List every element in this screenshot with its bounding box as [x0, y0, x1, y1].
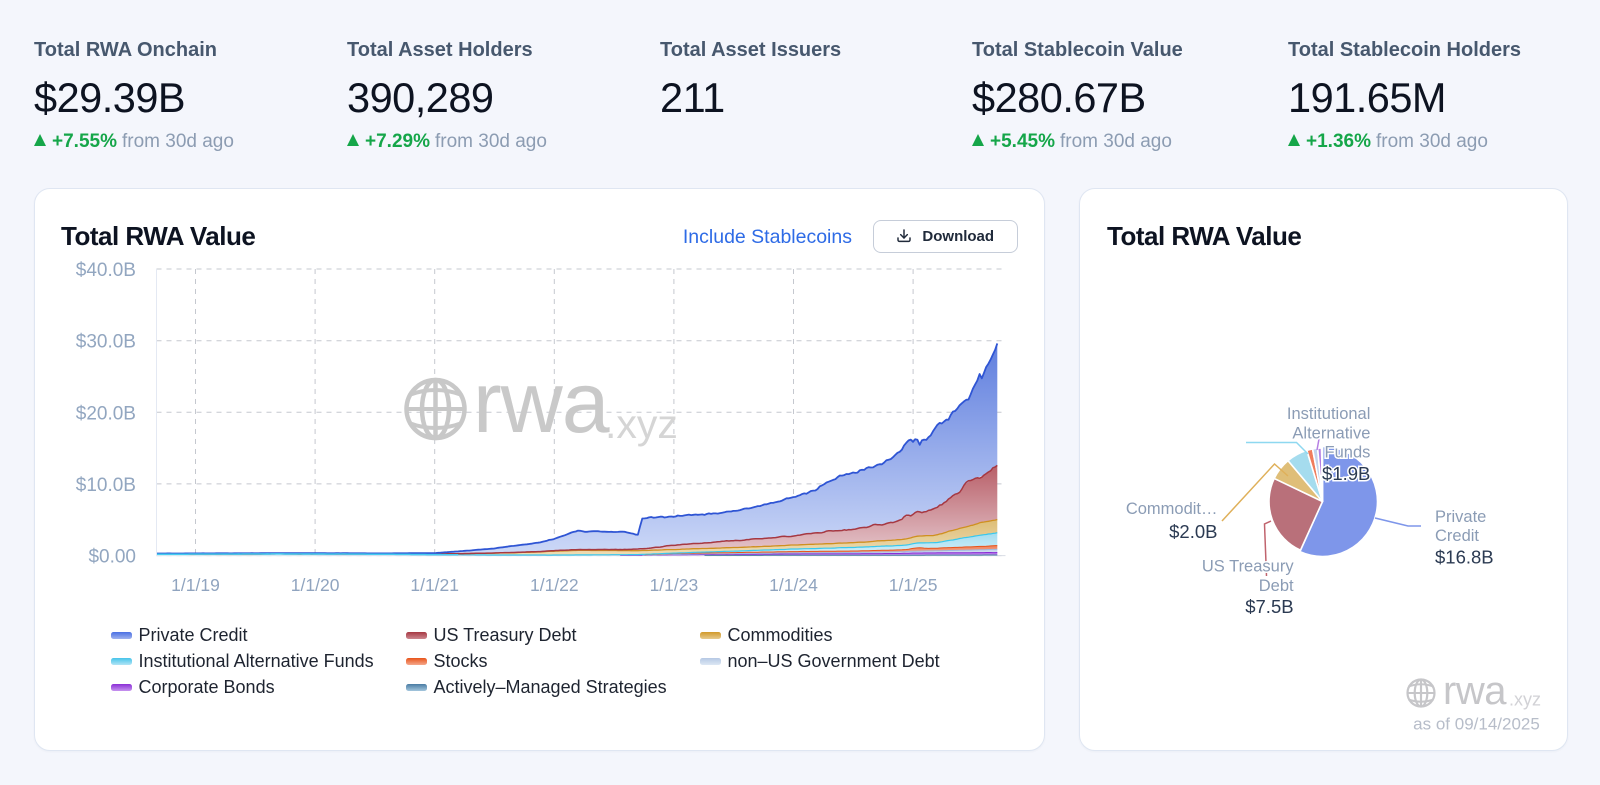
svg-text:1/1/25: 1/1/25: [888, 575, 937, 595]
svg-text:$10.0B: $10.0B: [75, 475, 135, 496]
svg-text:Debt: Debt: [1259, 577, 1294, 595]
svg-text:as of 09/14/2025: as of 09/14/2025: [1413, 715, 1540, 734]
svg-text:1/1/21: 1/1/21: [410, 575, 459, 595]
svg-text:rwa: rwa: [473, 355, 610, 451]
svg-text:$40.0B: $40.0B: [75, 260, 135, 281]
svg-text:1/1/22: 1/1/22: [529, 575, 578, 595]
svg-text:1/1/24: 1/1/24: [769, 575, 818, 595]
svg-text:Credit: Credit: [1435, 527, 1479, 545]
svg-text:$2.0B: $2.0B: [1169, 521, 1217, 542]
svg-text:.xyz: .xyz: [1509, 690, 1541, 710]
svg-text:Funds: Funds: [1325, 444, 1371, 462]
svg-text:$20.0B: $20.0B: [75, 403, 135, 424]
svg-text:1/1/23: 1/1/23: [649, 575, 698, 595]
svg-text:$30.0B: $30.0B: [75, 332, 135, 353]
svg-text:$16.8B: $16.8B: [1435, 547, 1494, 568]
svg-text:$7.5B: $7.5B: [1245, 596, 1293, 617]
svg-text:1/1/19: 1/1/19: [171, 575, 220, 595]
svg-text:Private: Private: [1435, 508, 1486, 526]
svg-text:rwa: rwa: [1443, 669, 1507, 713]
svg-text:Commodit…: Commodit…: [1126, 500, 1218, 518]
svg-text:.xyz: .xyz: [605, 401, 678, 447]
svg-text:US Treasury: US Treasury: [1202, 558, 1294, 576]
svg-text:1/1/20: 1/1/20: [290, 575, 339, 595]
svg-text:Alternative: Alternative: [1292, 425, 1370, 443]
svg-text:$0.00: $0.00: [88, 547, 136, 568]
svg-text:Institutional: Institutional: [1287, 405, 1370, 423]
svg-text:$1.9B: $1.9B: [1322, 463, 1370, 484]
